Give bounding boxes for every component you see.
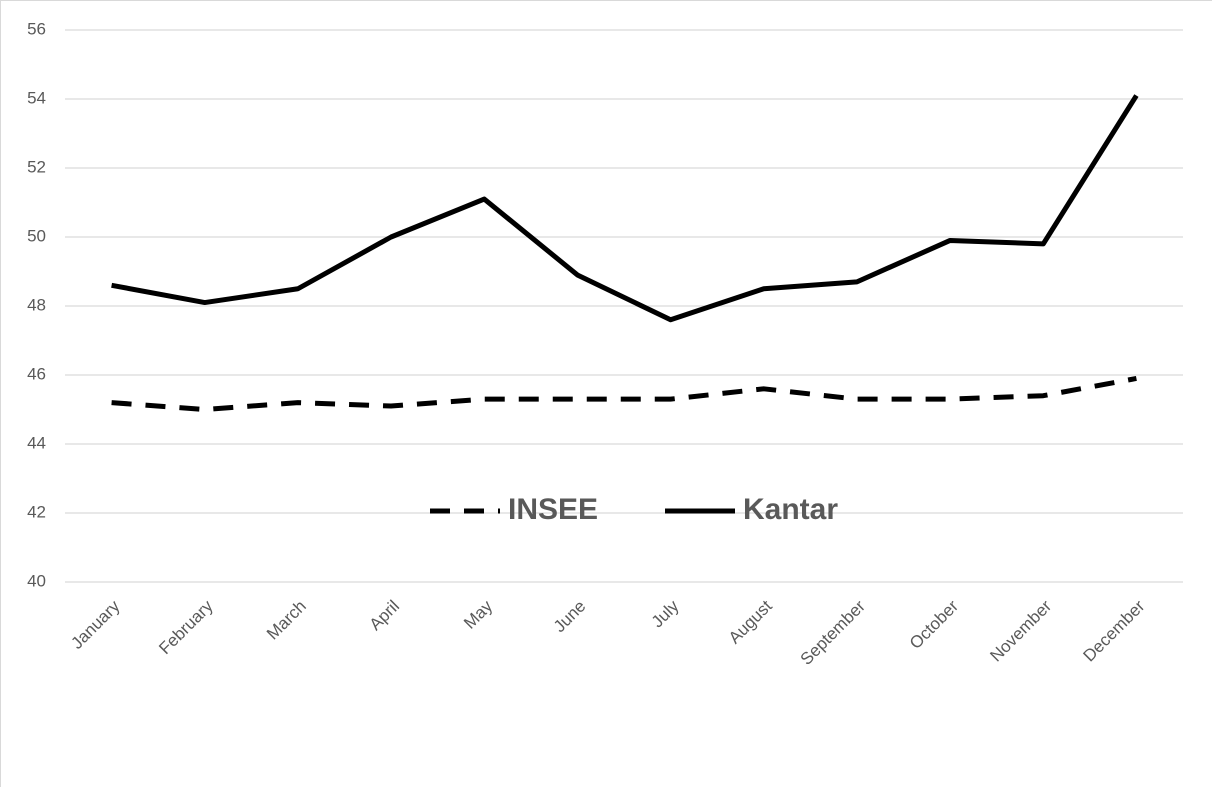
- x-tick-label: April: [366, 597, 403, 634]
- x-tick-label: May: [460, 596, 496, 632]
- y-tick-label: 56: [27, 19, 46, 38]
- y-tick-label: 40: [27, 571, 46, 590]
- line-series: [111, 375, 1137, 412]
- line-series: [111, 94, 1139, 323]
- x-tick-label: June: [550, 597, 590, 637]
- legend-label: Kantar: [743, 493, 838, 526]
- legend-label: INSEE: [508, 493, 598, 526]
- y-tick-label: 54: [27, 88, 46, 107]
- x-tick-label: August: [725, 596, 776, 647]
- x-tick-label: October: [906, 596, 962, 652]
- x-tick-label: February: [155, 596, 217, 658]
- y-tick-label: 52: [27, 157, 46, 176]
- x-tick-label: November: [986, 596, 1055, 665]
- x-tick-label: March: [263, 597, 310, 644]
- x-tick-label: July: [648, 596, 683, 631]
- x-tick-label: December: [1080, 596, 1149, 665]
- y-tick-label: 44: [27, 433, 46, 452]
- x-tick-label: September: [797, 596, 869, 668]
- x-tick-label: January: [67, 596, 124, 653]
- y-tick-label: 46: [27, 364, 46, 383]
- y-tick-label: 50: [27, 226, 46, 245]
- y-tick-label: 48: [27, 295, 46, 314]
- y-tick-label: 42: [27, 502, 46, 521]
